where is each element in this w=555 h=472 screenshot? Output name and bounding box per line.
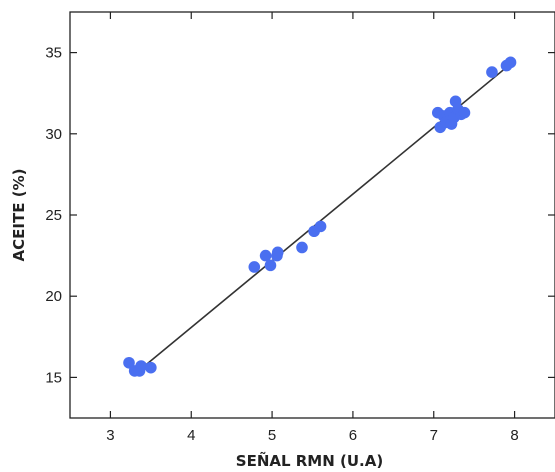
x-tick-label: 4 [187,427,195,444]
data-point [248,261,261,273]
x-tick-label: 3 [106,427,114,444]
x-tick-label: 7 [430,427,438,444]
data-point [458,106,471,119]
x-tick-label: 6 [349,427,357,444]
plot-frame [69,11,555,419]
y-tick-label: 20 [45,288,62,305]
x-tick-label: 5 [268,427,276,444]
y-axis-title: ACEITE (%) [10,169,28,262]
data-point [145,361,157,374]
y-tick-label: 30 [45,126,62,143]
data-point [296,241,308,254]
y-tick-label: 15 [45,369,62,386]
data-point [259,249,272,262]
data-point [135,360,147,372]
y-tick-label: 25 [45,207,62,224]
x-axis-title: SEÑAL RMN (U.A) [236,451,383,470]
data-point [123,356,135,369]
data-point [271,246,284,259]
data-point [504,56,517,69]
data-point [314,220,327,233]
data-point [264,259,277,272]
x-tick-label: 8 [510,427,518,444]
axis-tick-labels: 3 4 5 6 7 8 15 20 25 30 35 [45,45,518,444]
axis-ticks [70,12,555,418]
y-tick-label: 35 [45,45,62,62]
data-point [486,66,498,78]
data-points [123,56,517,377]
